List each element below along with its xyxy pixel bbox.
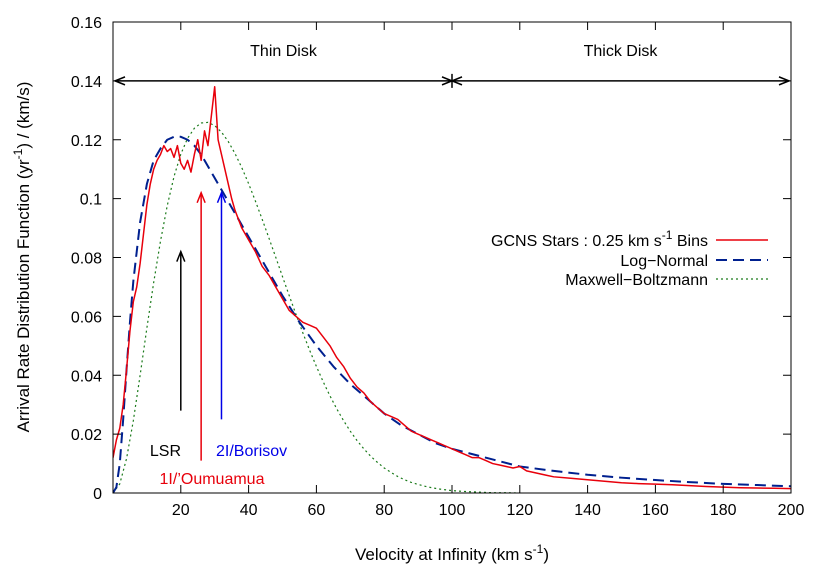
borisov-arrow-head: [216, 190, 227, 204]
x-tick-label: 40: [240, 502, 258, 519]
x-tick-label: 120: [506, 502, 533, 519]
x-tick-label: 20: [172, 502, 190, 519]
thin-disk-arrow-head-left: [112, 76, 126, 86]
x-tick-label: 180: [710, 502, 737, 519]
y-axis-title: Arrival Rate Distribution Function (yr-1…: [11, 82, 33, 433]
oumuamua-label: 1I/’Oumuamua: [160, 471, 265, 488]
x-tick-label: 80: [375, 502, 393, 519]
y-tick-label: 0.12: [71, 133, 102, 150]
y-tick-label: 0.1: [80, 192, 102, 209]
axes-layer: 20 40 60 80 100 120 140 160 180 200 0 0.02 0.04 0.06 0…: [71, 15, 805, 519]
thin-disk-label: Thin Disk: [250, 43, 318, 60]
y-tick-label: 0: [93, 486, 102, 503]
y-tick-label: 0.16: [71, 15, 102, 32]
annotation-layer: LSR 1I/’Oumuamua 2I/Borisov: [150, 190, 287, 488]
x-tick-label: 200: [778, 502, 805, 519]
lsr-arrow-head: [176, 249, 186, 262]
x-axis-title: Velocity at Infinity (km s-1): [355, 542, 549, 564]
oumuamua-arrow-head: [196, 190, 206, 204]
series-line-gcns-stars-km-s: [113, 86, 791, 490]
x-tick-label: 60: [308, 502, 326, 519]
y-tick-label: 0.04: [71, 368, 102, 385]
legend-label-gcns: GCNS Stars : 0.25 km s-1 Bins: [491, 228, 708, 250]
legend-label-log-normal: Log−Normal: [620, 253, 708, 270]
thick-disk-label: Thick Disk: [584, 43, 659, 60]
series-line-log-normal: [113, 135, 791, 493]
series-line-maxwell-boltzmann: [113, 121, 520, 493]
x-tick-label: 100: [439, 502, 466, 519]
lsr-label: LSR: [150, 443, 181, 460]
y-tick-label: 0.08: [71, 251, 102, 268]
x-tick-label: 140: [574, 502, 601, 519]
y-tick-label: 0.06: [71, 309, 102, 326]
y-tick-label: 0.02: [71, 427, 102, 444]
legend-label-maxwell-boltzmann: Maxwell−Boltzmann: [565, 272, 708, 289]
y-tick-label: 0.14: [71, 74, 102, 91]
series-layer: [113, 86, 791, 493]
region-layer: Thin Disk Thick Disk: [112, 43, 792, 88]
thick-disk-arrow-head-right: [778, 76, 792, 86]
borisov-label: 2I/Borisov: [216, 443, 287, 460]
x-tick-label: 160: [642, 502, 669, 519]
legend: GCNS Stars : 0.25 km s-1 Bins Log−Normal…: [491, 228, 768, 289]
